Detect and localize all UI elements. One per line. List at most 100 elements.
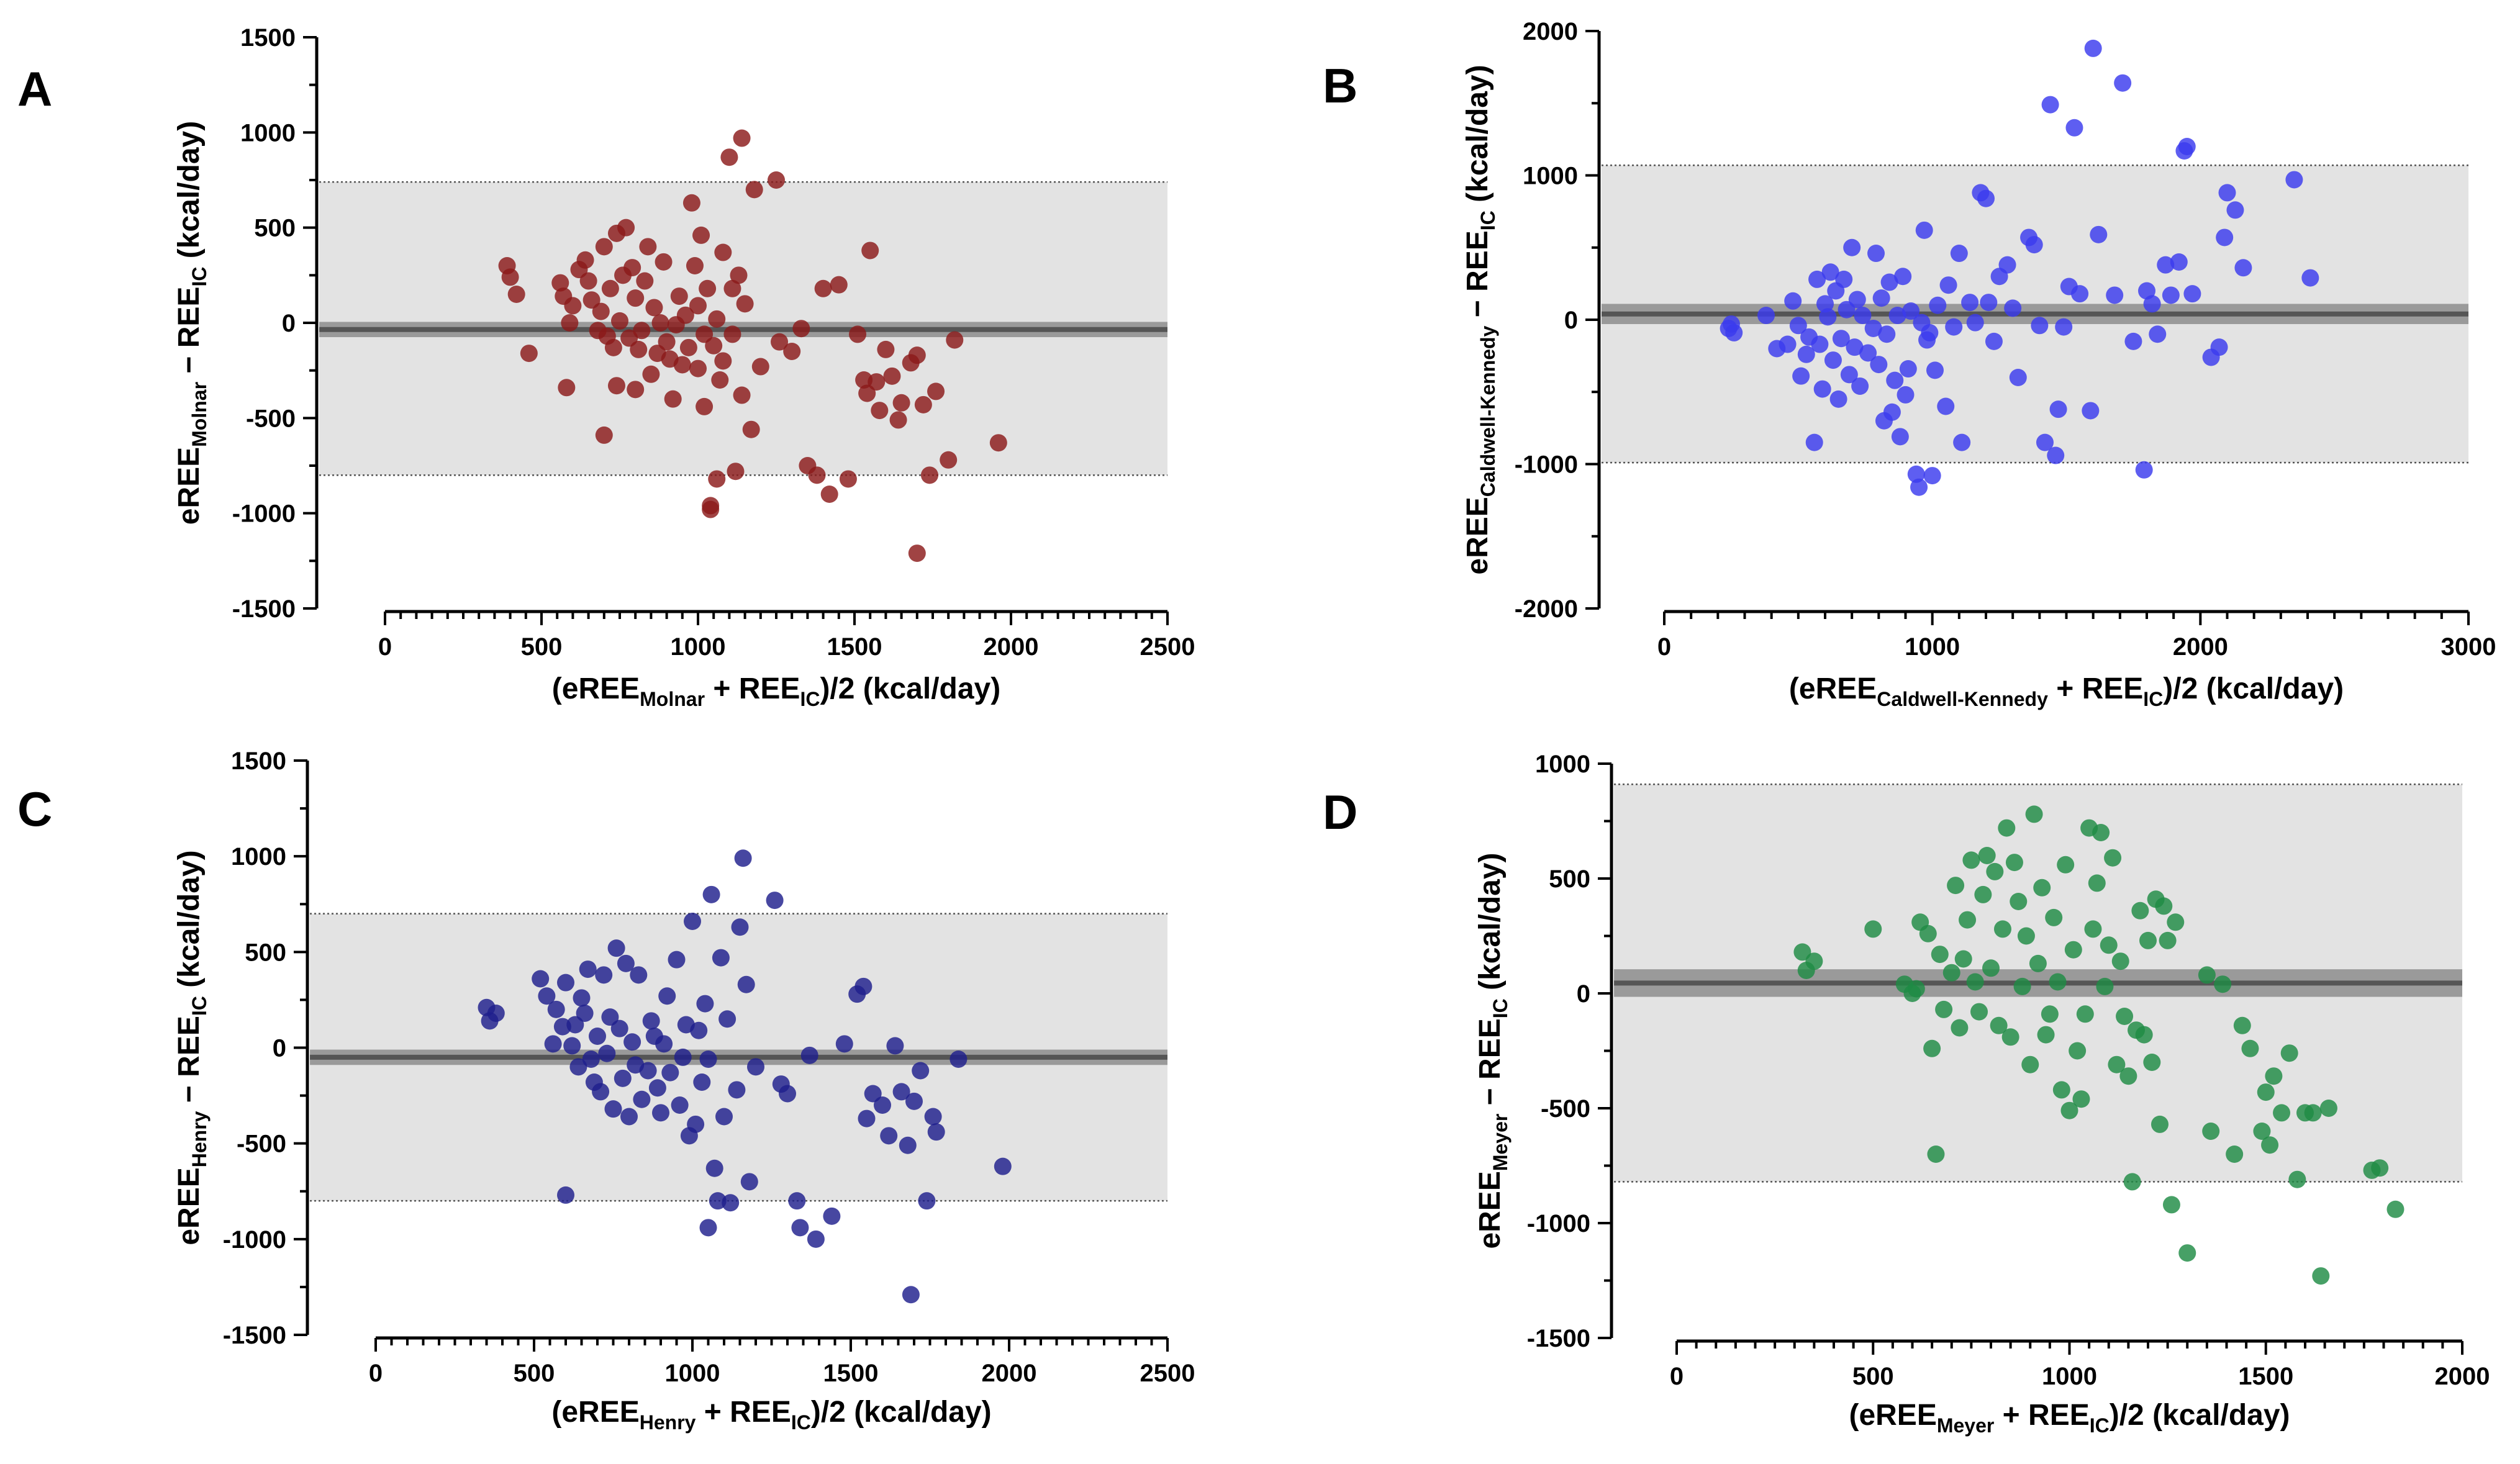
data-point xyxy=(1937,397,1955,415)
data-point xyxy=(623,259,641,277)
data-point xyxy=(989,434,1007,452)
data-point xyxy=(830,276,848,294)
data-point xyxy=(2151,1115,2169,1133)
data-point xyxy=(592,302,610,320)
data-point xyxy=(1977,189,1995,207)
data-point xyxy=(2047,446,2065,464)
x-tick-label: 0 xyxy=(369,1360,383,1387)
data-point xyxy=(2041,1005,2059,1023)
data-point xyxy=(731,918,749,936)
data-point xyxy=(1725,323,1743,341)
y-tick-label: 1000 xyxy=(1523,163,1578,190)
data-point xyxy=(1950,245,1968,263)
data-point xyxy=(899,1136,917,1154)
data-point xyxy=(2319,1100,2337,1117)
x-tick-label: 1000 xyxy=(2042,1363,2097,1390)
data-point xyxy=(569,1058,587,1076)
data-point xyxy=(877,340,895,358)
data-point xyxy=(2143,295,2161,313)
data-point xyxy=(620,1108,638,1126)
data-point xyxy=(2076,1005,2094,1023)
data-point xyxy=(2170,253,2188,271)
x-tick-label: 0 xyxy=(1657,633,1671,661)
data-point xyxy=(564,297,582,315)
panel-letter: B xyxy=(1323,58,1357,113)
data-point xyxy=(723,325,741,343)
panel-letter: A xyxy=(17,61,52,116)
x-tick-label: 1000 xyxy=(665,1360,720,1387)
data-point xyxy=(1757,307,1775,325)
data-point xyxy=(671,1096,689,1114)
data-point xyxy=(1899,360,1917,378)
data-point xyxy=(940,451,958,469)
data-point xyxy=(1945,318,1963,336)
data-point xyxy=(2069,1042,2087,1060)
data-point xyxy=(563,1037,581,1055)
data-point xyxy=(2280,1044,2298,1062)
data-point xyxy=(727,463,745,481)
data-point xyxy=(737,975,755,993)
data-point xyxy=(2131,901,2149,920)
data-point xyxy=(702,885,720,903)
data-point xyxy=(702,500,720,518)
data-point xyxy=(604,1100,622,1118)
data-point xyxy=(2178,1244,2196,1262)
data-point xyxy=(1966,973,1984,991)
data-point xyxy=(2055,318,2073,336)
data-point xyxy=(1919,924,1937,942)
data-point xyxy=(501,268,519,286)
data-point xyxy=(2001,1028,2019,1046)
data-point xyxy=(1835,270,1853,288)
data-point xyxy=(705,1159,723,1177)
data-point xyxy=(1982,959,2000,977)
data-point xyxy=(1926,361,1944,379)
y-tick-label: -1500 xyxy=(1527,1325,1590,1352)
data-point xyxy=(601,279,619,297)
data-point xyxy=(679,338,697,356)
data-point xyxy=(733,129,751,147)
data-point xyxy=(2041,96,2059,114)
y-tick-label: 0 xyxy=(1564,307,1578,334)
data-point xyxy=(705,337,723,355)
x-axis-title: (eREEHenry + REEIC)/2 (kcal/day) xyxy=(551,1396,991,1434)
data-point xyxy=(579,272,597,290)
data-point xyxy=(1923,1039,1941,1057)
data-point xyxy=(728,1081,746,1099)
data-point xyxy=(2084,920,2102,938)
data-point xyxy=(696,995,714,1013)
data-point xyxy=(1789,317,1807,335)
data-point xyxy=(589,1028,606,1045)
data-point xyxy=(668,951,686,969)
data-point xyxy=(736,295,754,313)
data-point xyxy=(1990,1016,2008,1034)
data-point xyxy=(2257,1083,2275,1101)
data-point xyxy=(617,954,635,972)
data-point xyxy=(1784,292,1802,310)
data-point xyxy=(734,849,752,867)
data-point xyxy=(645,299,663,317)
data-point xyxy=(1998,819,2016,837)
y-tick-label: 1500 xyxy=(231,748,286,775)
data-point xyxy=(1985,332,2003,350)
data-point xyxy=(740,1173,758,1191)
data-point xyxy=(708,470,726,488)
data-point xyxy=(674,1048,692,1066)
data-point xyxy=(2049,973,2067,991)
data-point xyxy=(551,274,569,292)
data-point xyxy=(623,1033,641,1051)
x-tick-label: 0 xyxy=(378,633,392,661)
data-point xyxy=(1907,980,1925,998)
data-point xyxy=(1970,1003,1988,1021)
y-tick-label: 1500 xyxy=(240,24,296,52)
data-point xyxy=(690,1021,708,1039)
data-point xyxy=(1978,847,1996,864)
data-point xyxy=(1843,238,1861,256)
data-point xyxy=(617,219,635,237)
data-point xyxy=(2033,879,2051,897)
data-point xyxy=(883,367,901,385)
data-point xyxy=(791,1219,809,1237)
data-point xyxy=(766,892,784,910)
data-point xyxy=(889,411,907,429)
data-point xyxy=(2114,74,2132,92)
panel-d: D -1500 -1000 -500 0 500 1000 0 500 1000 1500 2000 (… xyxy=(1323,751,2490,1437)
